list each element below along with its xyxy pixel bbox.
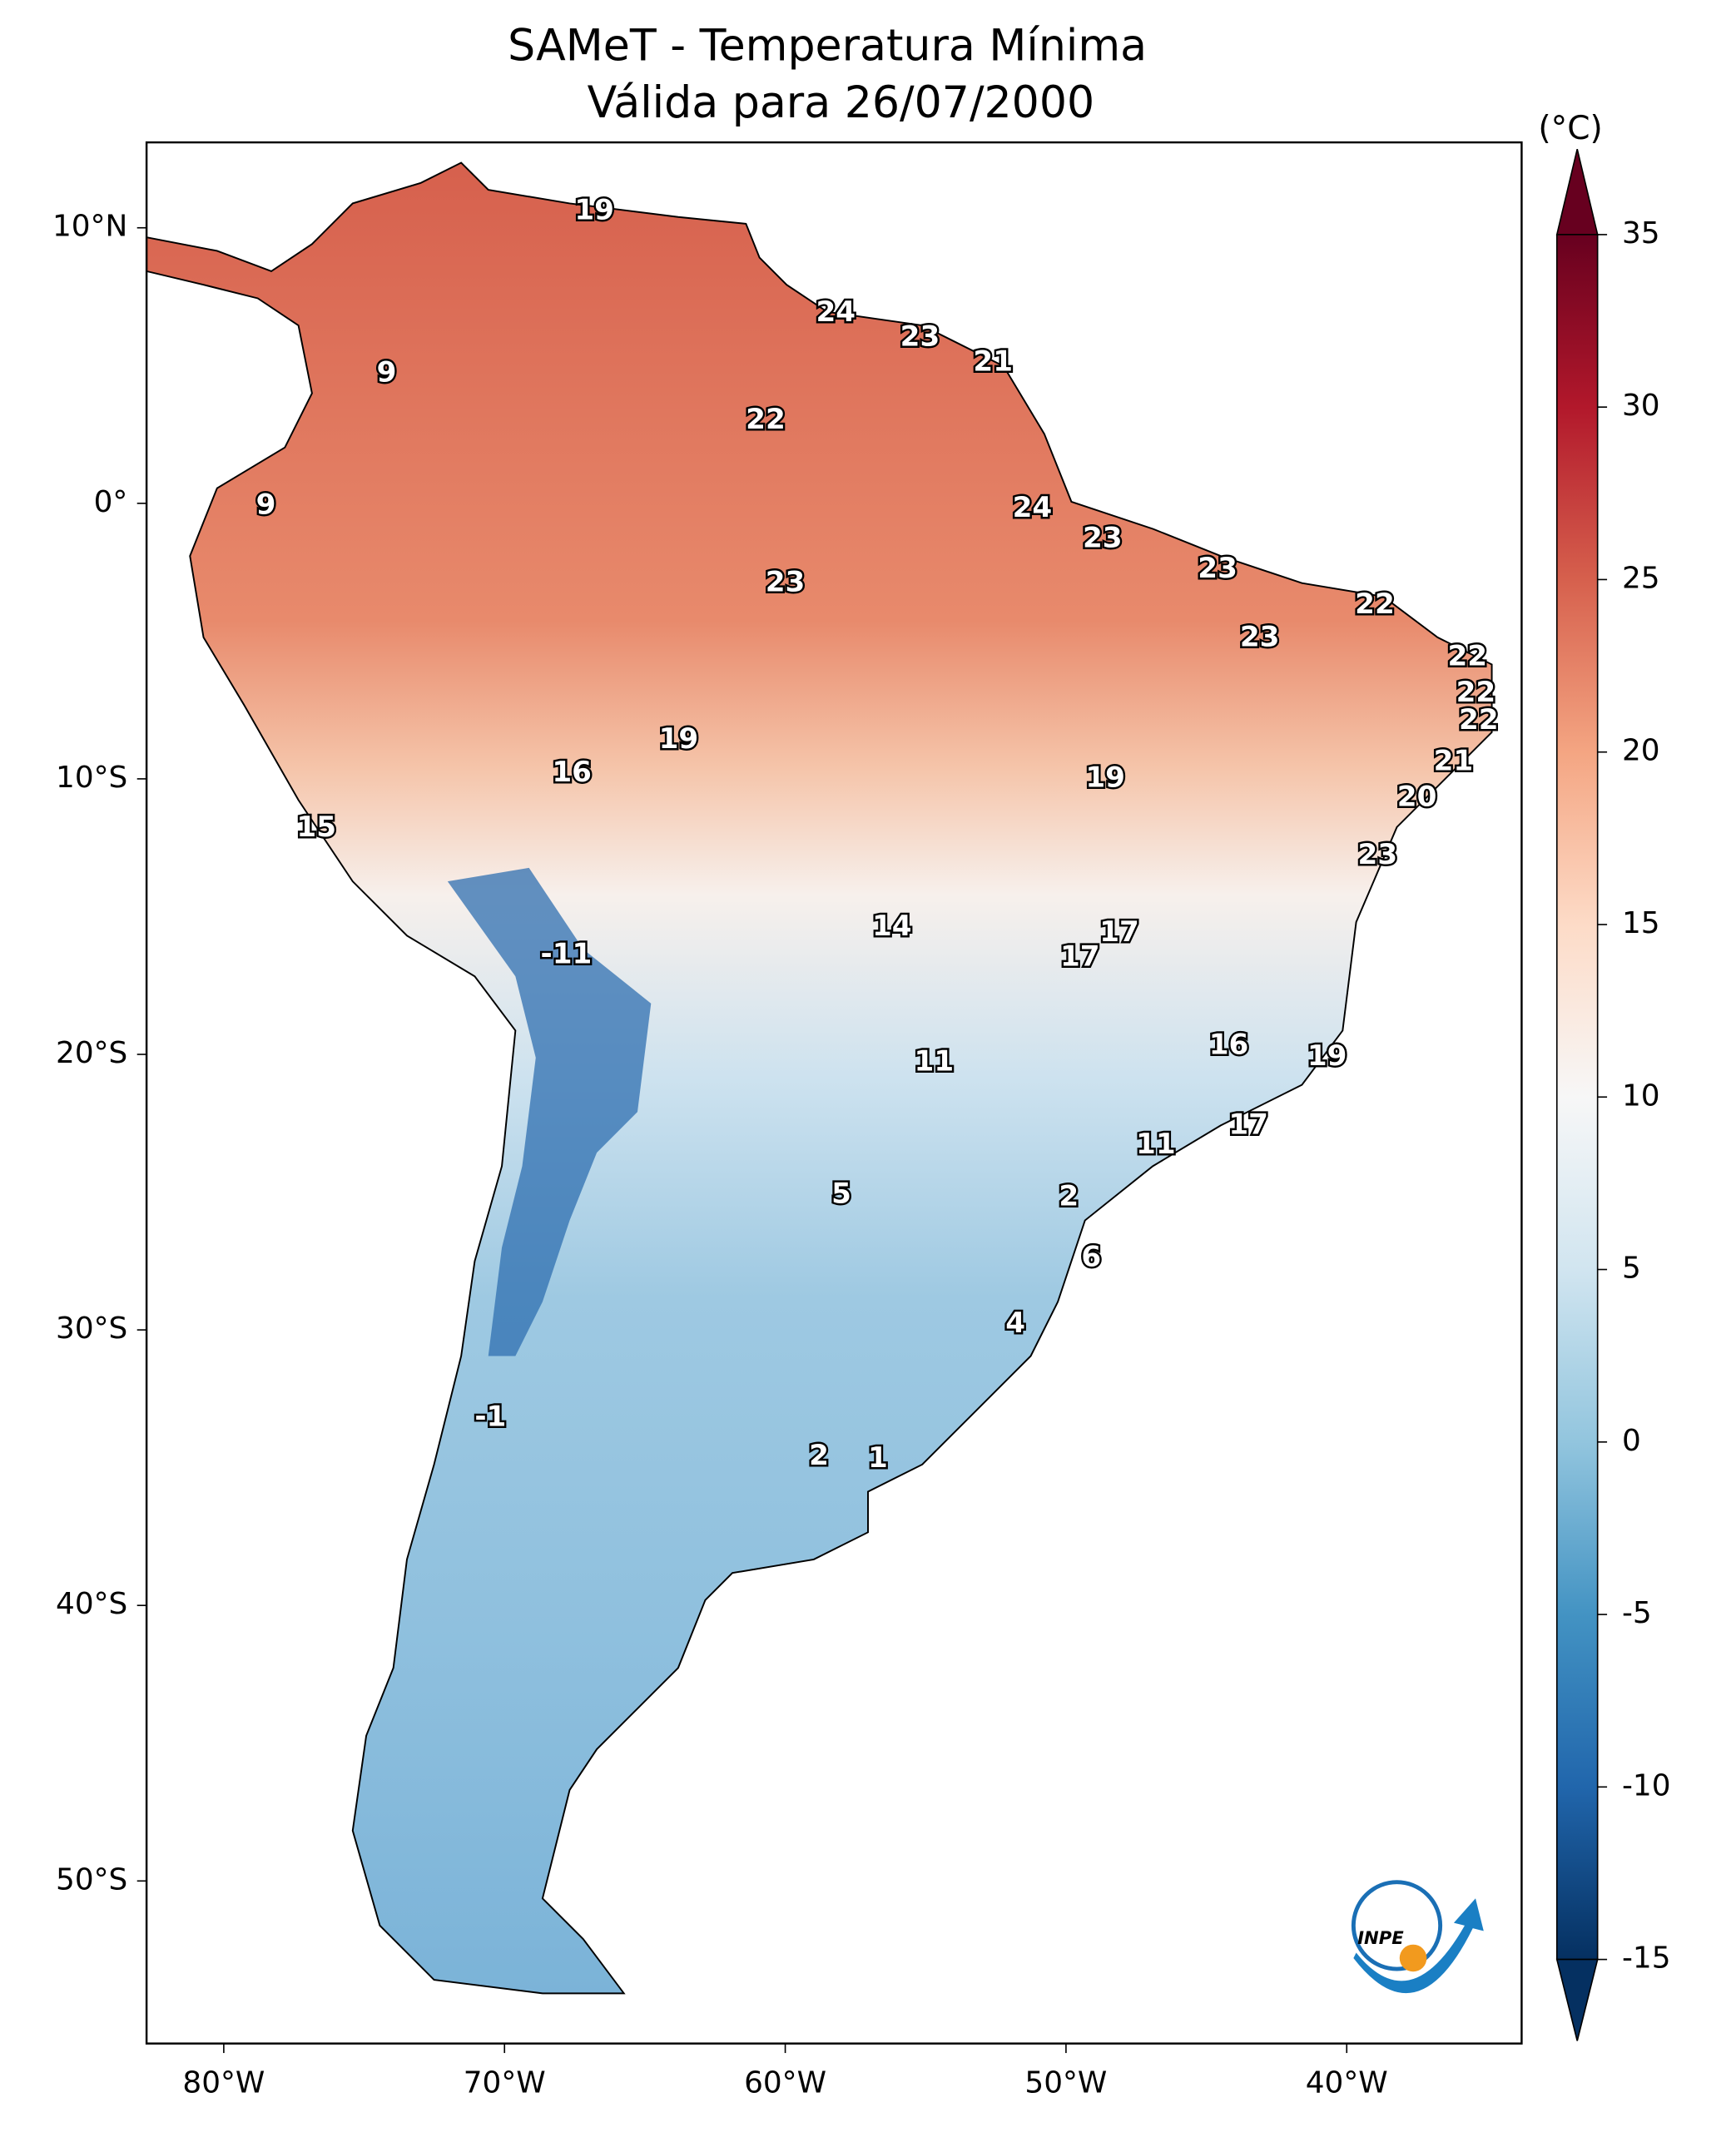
temperature-label: 9 xyxy=(256,488,276,522)
temperature-label: 19 xyxy=(659,722,699,756)
x-tick-label: 40°W xyxy=(1306,2066,1388,2100)
temperature-label: 22 xyxy=(746,403,786,436)
x-tick-label: 60°W xyxy=(744,2066,826,2100)
temperature-label: 23 xyxy=(1358,838,1398,871)
colorbar-tick-label: -15 xyxy=(1622,1941,1671,1976)
temperature-label: 15 xyxy=(296,811,336,844)
temperature-label: 19 xyxy=(574,193,614,226)
colorbar-tick-label: 15 xyxy=(1622,906,1660,940)
colorbar-tick-label: 5 xyxy=(1622,1252,1641,1286)
subtitle: Válida para 26/07/2000 xyxy=(588,78,1095,128)
temperature-label: 22 xyxy=(1448,640,1488,673)
temperature-label: 17 xyxy=(1099,915,1139,949)
temperature-label: 19 xyxy=(1307,1039,1347,1073)
temperature-label: 22 xyxy=(1355,588,1395,621)
temperature-label: 2 xyxy=(809,1439,829,1472)
temperature-label: 16 xyxy=(552,756,592,789)
y-tick-label: 0° xyxy=(94,485,128,519)
colorbar-tick-label: 30 xyxy=(1622,389,1660,423)
temperature-label: 17 xyxy=(1060,940,1100,974)
temperature-label: 23 xyxy=(900,320,940,354)
temperature-label: 11 xyxy=(915,1044,955,1078)
y-tick-label: 10°S xyxy=(56,761,127,795)
temperature-label: 19 xyxy=(1085,761,1125,794)
temperature-label: 1 xyxy=(868,1441,888,1475)
colorbar-tick-label: 35 xyxy=(1622,216,1660,250)
temperature-label: 11 xyxy=(1136,1128,1176,1161)
y-tick-label: 10°N xyxy=(52,210,127,244)
temperature-label: 14 xyxy=(872,910,912,943)
temperature-label: 23 xyxy=(1240,621,1280,654)
colorbar-tick-label: 10 xyxy=(1622,1078,1660,1113)
colorbar-tick-label: 20 xyxy=(1622,734,1660,768)
colorbar-label: (°C) xyxy=(1538,110,1602,147)
colorbar-tick-label: -5 xyxy=(1622,1596,1652,1630)
colorbar-tick-label: 0 xyxy=(1622,1424,1641,1458)
temperature-label: 22 xyxy=(1456,676,1496,709)
colorbar-bottom xyxy=(1555,1958,1599,2041)
colorbar-tick-label: 25 xyxy=(1622,561,1660,595)
temperature-label: -1 xyxy=(474,1401,506,1434)
colorbar-tick-label: -10 xyxy=(1622,1768,1671,1802)
temperature-label: 21 xyxy=(1434,745,1474,778)
temperature-label: 2 xyxy=(1059,1180,1079,1213)
temperature-label: 23 xyxy=(766,565,806,598)
logo-text: INPE xyxy=(1357,1927,1404,1948)
temperature-label: 6 xyxy=(1081,1241,1101,1274)
temperature-label: 17 xyxy=(1228,1108,1268,1142)
temperature-label: 23 xyxy=(1198,552,1238,585)
temperature-label: 4 xyxy=(1005,1307,1025,1340)
temperature-label: 5 xyxy=(831,1177,851,1210)
temperature-label: 21 xyxy=(973,345,1013,378)
temperature-label: 16 xyxy=(1209,1029,1249,1062)
temperature-label: 9 xyxy=(377,356,397,389)
x-tick-label: 70°W xyxy=(464,2066,546,2100)
y-tick-label: 40°S xyxy=(56,1587,127,1621)
temperature-label: 23 xyxy=(1083,521,1123,554)
map-frame xyxy=(145,141,1523,2045)
title: SAMeT - Temperatura Mínima xyxy=(508,22,1147,72)
x-tick-label: 50°W xyxy=(1024,2066,1107,2100)
andes xyxy=(447,867,652,1356)
colorbar-top xyxy=(1555,149,1599,236)
temperature-label: 20 xyxy=(1397,781,1437,814)
colorbar xyxy=(1555,234,1599,1961)
temperature-label: 24 xyxy=(1013,491,1053,524)
temperature-label: 24 xyxy=(816,295,856,329)
logo: INPE xyxy=(1351,1880,1484,1994)
y-tick-label: 30°S xyxy=(56,1312,127,1346)
land xyxy=(146,161,1493,1995)
temperature-label: -11 xyxy=(541,937,593,970)
y-tick-label: 20°S xyxy=(56,1036,127,1070)
temperature-label: 22 xyxy=(1459,703,1499,736)
y-tick-label: 50°S xyxy=(56,1862,127,1897)
x-tick-label: 80°W xyxy=(182,2066,265,2100)
